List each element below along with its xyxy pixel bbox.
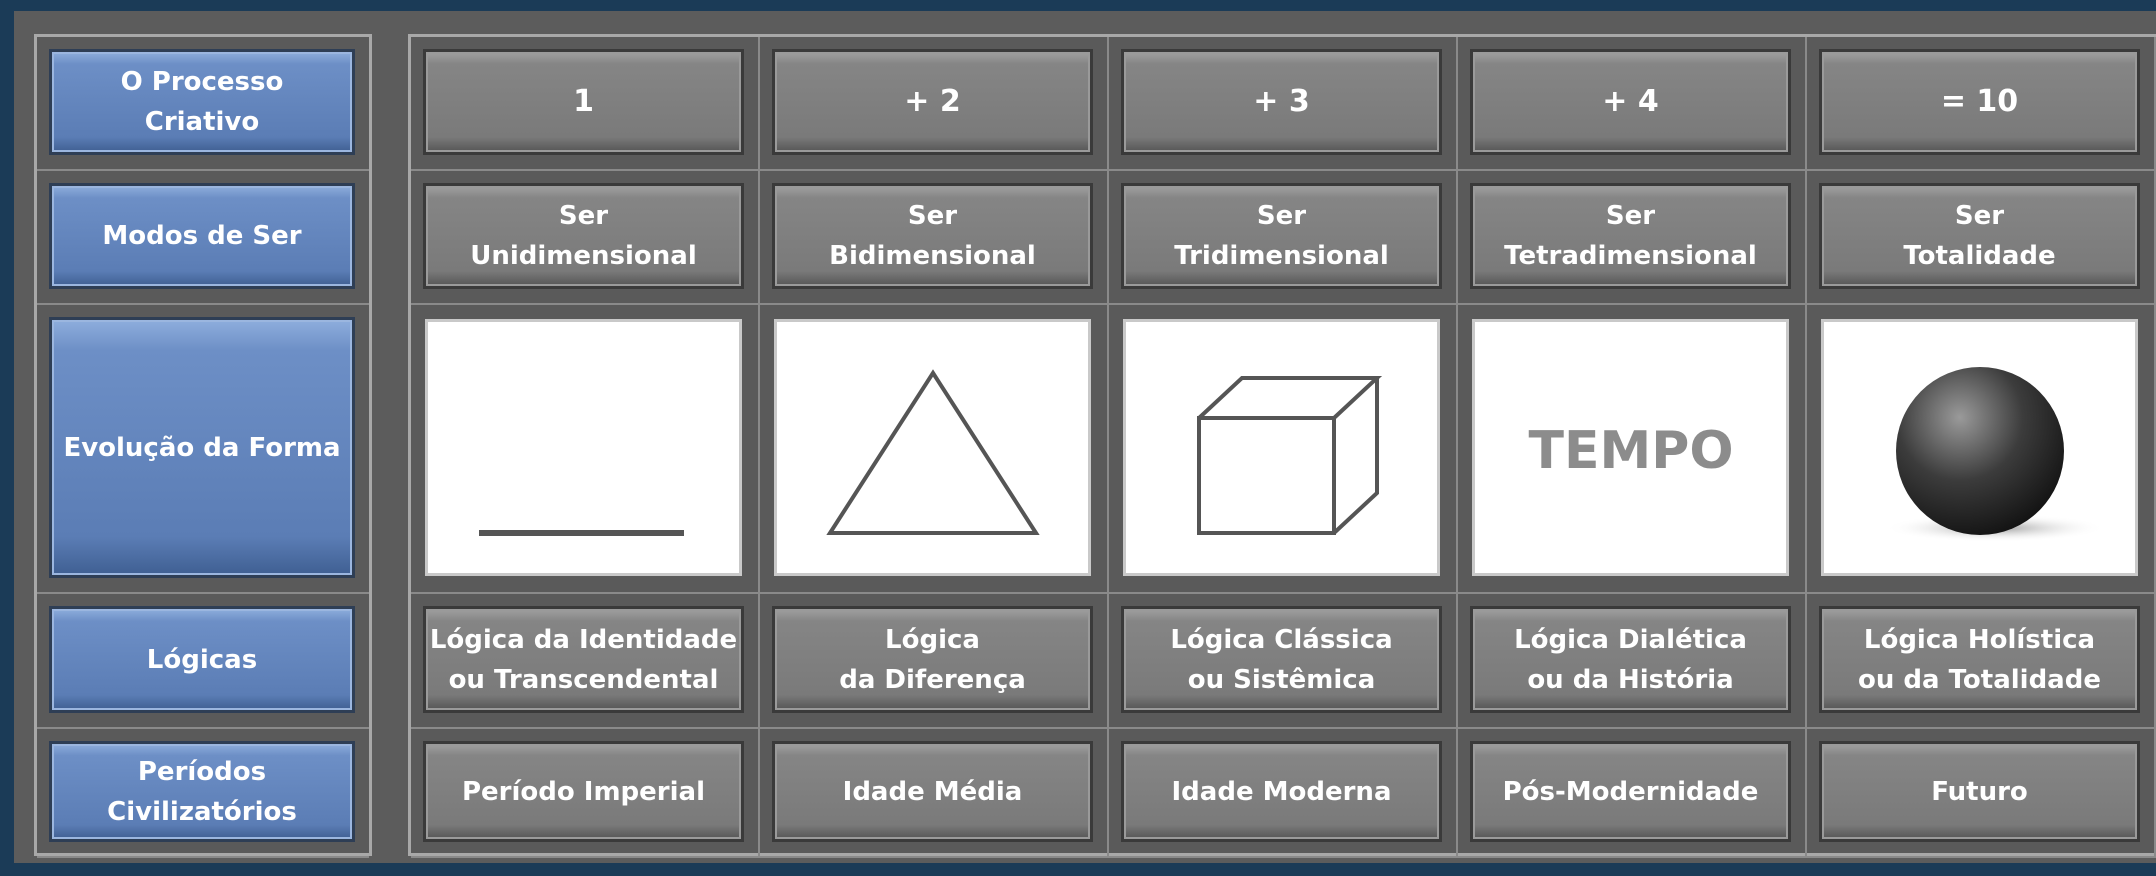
table-cell: 1: [411, 37, 760, 171]
table-cell: Ser Tetradimensional: [1458, 171, 1807, 305]
cell-button: Ser Tridimensional: [1121, 183, 1442, 289]
row-header-panel: O Processo Criativo Modos de Ser Evolução …: [34, 34, 372, 858]
table-cell: + 4: [1458, 37, 1807, 171]
cell-button: Futuro: [1819, 741, 2140, 842]
cell-button: Lógica da Identidade ou Transcendental: [423, 606, 744, 713]
table-cell: Ser Bidimensional: [760, 171, 1109, 305]
cell-button: Idade Média: [772, 741, 1093, 842]
table-cell: Ser Tridimensional: [1109, 171, 1458, 305]
table-cell: Ser Unidimensional: [411, 171, 760, 305]
cell-button: Lógica Dialética ou da História: [1470, 606, 1791, 713]
table-cell: [760, 305, 1109, 594]
row-header-button: Lógicas: [49, 606, 355, 713]
column-header-button: + 3: [1121, 49, 1442, 155]
table-cell: Lógica Clássica ou Sistêmica: [1109, 594, 1458, 729]
column-header-button: = 10: [1819, 49, 2140, 155]
column-header-button: + 4: [1470, 49, 1791, 155]
row-header-button: Evolução da Forma: [49, 317, 355, 578]
form-image: [1821, 319, 2138, 576]
shape: [1884, 366, 2105, 542]
cell-button: Ser Unidimensional: [423, 183, 744, 289]
row-header-cell: O Processo Criativo: [37, 37, 369, 171]
table-cell: Futuro: [1807, 729, 2156, 858]
row-header-cell: Períodos Civilizatórios: [37, 729, 369, 858]
table-cell: Lógica da Identidade ou Transcendental: [411, 594, 760, 729]
cell-button: Lógica da Diferença: [772, 606, 1093, 713]
row-header-cell: Modos de Ser: [37, 171, 369, 305]
table-cell: Lógica Holística ou da Totalidade: [1807, 594, 2156, 729]
table-cell: Idade Média: [760, 729, 1109, 858]
row-header-button: Períodos Civilizatórios: [49, 741, 355, 842]
table-cell: Pós-Modernidade: [1458, 729, 1807, 858]
cell-button: Lógica Clássica ou Sistêmica: [1121, 606, 1442, 713]
form-image: [774, 319, 1091, 576]
table-cell: Período Imperial: [411, 729, 760, 858]
table-cell: + 2: [760, 37, 1109, 171]
table-cell: Idade Moderna: [1109, 729, 1458, 858]
cell-button: Ser Bidimensional: [772, 183, 1093, 289]
tempo-label: TEMPO: [1528, 421, 1733, 481]
shape: TEMPO: [1528, 421, 1733, 481]
table-cell: [411, 305, 760, 594]
table-cell: = 10: [1807, 37, 2156, 171]
form-image: TEMPO: [1472, 319, 1789, 576]
row-header-button: Modos de Ser: [49, 183, 355, 289]
cell-button: Período Imperial: [423, 741, 744, 842]
cell-button: Lógica Holística ou da Totalidade: [1819, 606, 2140, 713]
table-cell: [1109, 305, 1458, 594]
shape: [478, 529, 684, 536]
shape: [1196, 375, 1382, 535]
row-header-cell: Evolução da Forma: [37, 305, 369, 594]
cell-button: Idade Moderna: [1121, 741, 1442, 842]
table-cell: [1807, 305, 2156, 594]
table-panel: 1 + 2 + 3 + 4 = 10 Ser Unidimensional Ser Bidi…: [408, 34, 2156, 858]
table-cell: + 3: [1109, 37, 1458, 171]
column-header-button: + 2: [772, 49, 1093, 155]
form-image: [425, 319, 742, 576]
column-header-button: 1: [423, 49, 744, 155]
row-header-button: O Processo Criativo: [49, 49, 355, 155]
table-cell: TEMPO: [1458, 305, 1807, 594]
cell-button: Ser Tetradimensional: [1470, 183, 1791, 289]
row-header-cell: Lógicas: [37, 594, 369, 729]
table-cell: Ser Totalidade: [1807, 171, 2156, 305]
table-cell: Lógica Dialética ou da História: [1458, 594, 1807, 729]
cell-button: Ser Totalidade: [1819, 183, 2140, 289]
table-cell: Lógica da Diferença: [760, 594, 1109, 729]
shape: [825, 368, 1040, 535]
cell-button: Pós-Modernidade: [1470, 741, 1791, 842]
form-image: [1123, 319, 1440, 576]
